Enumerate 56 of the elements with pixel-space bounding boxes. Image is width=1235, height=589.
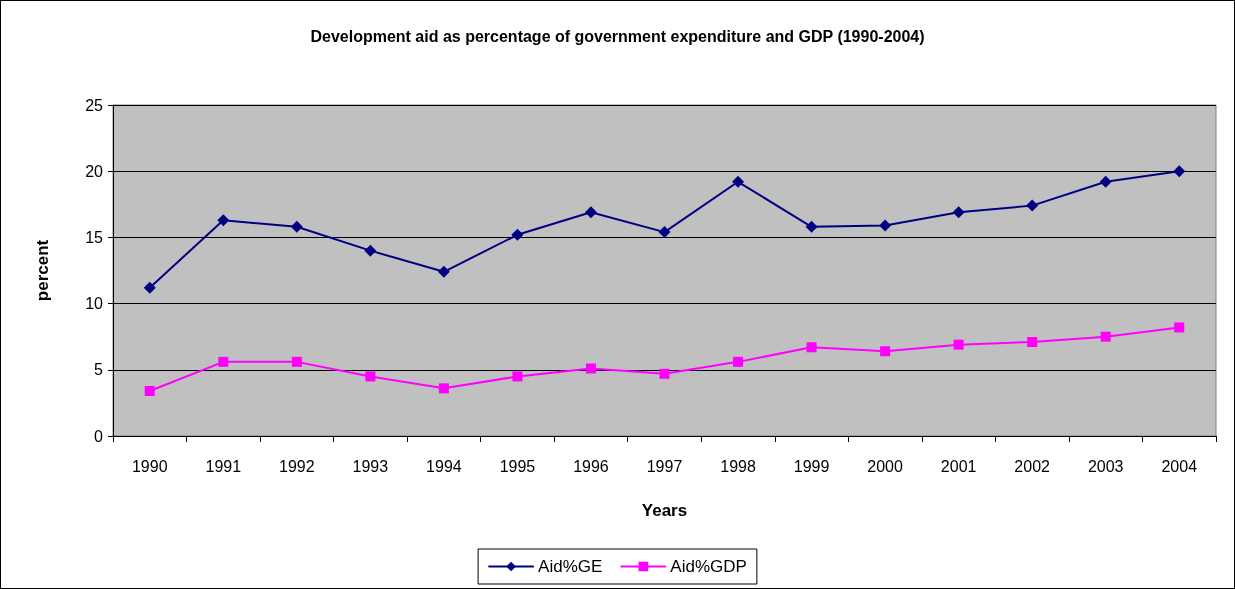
point bbox=[1173, 165, 1186, 178]
point bbox=[732, 175, 745, 188]
point bbox=[1099, 175, 1112, 188]
x-tick-label: 1997 bbox=[646, 457, 683, 475]
x-tick-label: 1992 bbox=[279, 457, 315, 475]
point bbox=[1027, 337, 1038, 347]
x-tick-label: 1998 bbox=[720, 457, 756, 475]
x-tick-label: 1996 bbox=[573, 457, 609, 475]
y-axis-title: percent bbox=[33, 239, 52, 302]
legend-label: Aid%GDP bbox=[670, 557, 747, 576]
x-tick-label: 2003 bbox=[1087, 457, 1124, 475]
point bbox=[880, 346, 891, 357]
point bbox=[290, 220, 303, 233]
point bbox=[364, 244, 377, 257]
point bbox=[1026, 199, 1039, 212]
point bbox=[437, 265, 450, 278]
y-tick-label: 15 bbox=[85, 228, 104, 246]
y-tick-label: 5 bbox=[94, 361, 104, 379]
y-tick-label: 25 bbox=[85, 96, 104, 114]
point bbox=[584, 206, 597, 219]
x-tick-label: 1990 bbox=[131, 457, 168, 475]
point bbox=[291, 356, 302, 367]
point bbox=[218, 356, 229, 367]
point bbox=[952, 206, 965, 219]
point bbox=[806, 342, 817, 353]
x-tick-label: 2002 bbox=[1014, 457, 1051, 475]
y-tick-label: 10 bbox=[85, 295, 104, 313]
point bbox=[144, 385, 155, 396]
x-tick-label: 1999 bbox=[793, 457, 830, 475]
legend-label: Aid%GE bbox=[538, 557, 603, 576]
point bbox=[733, 356, 744, 367]
point bbox=[438, 383, 449, 394]
point bbox=[217, 214, 230, 227]
point bbox=[143, 281, 156, 294]
point bbox=[1100, 331, 1111, 342]
point bbox=[1174, 322, 1185, 333]
x-tick-label: 1991 bbox=[205, 457, 242, 475]
point bbox=[879, 219, 892, 232]
x-tick-label: 2004 bbox=[1161, 457, 1198, 475]
point bbox=[585, 363, 596, 374]
y-tick-label: 20 bbox=[85, 162, 104, 180]
x-tick-label: 1993 bbox=[352, 457, 389, 475]
point bbox=[953, 339, 964, 350]
point bbox=[658, 226, 671, 239]
x-tick-label: 2001 bbox=[940, 457, 977, 475]
point bbox=[365, 371, 376, 382]
x-tick-label: 1995 bbox=[499, 457, 536, 475]
chart-title: Development aid as percentage of government expenditure and GDP (1990-2004) bbox=[310, 27, 925, 45]
point bbox=[511, 228, 524, 241]
x-tick-label: 2000 bbox=[867, 457, 903, 475]
y-tick-label: 0 bbox=[94, 427, 104, 445]
point bbox=[512, 371, 523, 382]
x-axis-title: Years bbox=[641, 501, 688, 520]
point bbox=[805, 220, 818, 233]
x-tick-label: 1994 bbox=[426, 457, 462, 475]
point bbox=[659, 368, 670, 379]
